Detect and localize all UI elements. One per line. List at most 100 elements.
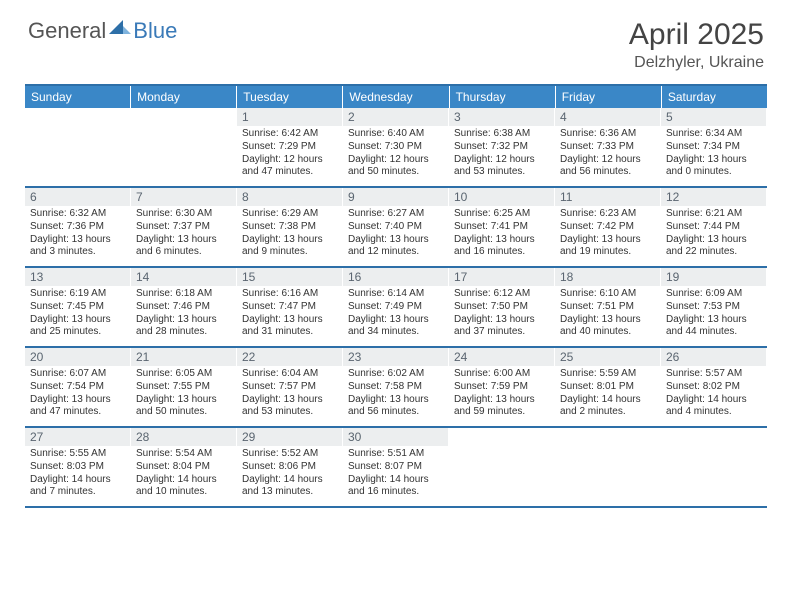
day-body: Sunrise: 6:09 AMSunset: 7:53 PMDaylight:… <box>661 286 766 343</box>
week-row: 20Sunrise: 6:07 AMSunset: 7:54 PMDayligh… <box>25 348 767 428</box>
day-body: Sunrise: 6:29 AMSunset: 7:38 PMDaylight:… <box>237 206 342 263</box>
day-body: Sunrise: 5:54 AMSunset: 8:04 PMDaylight:… <box>131 446 236 503</box>
week-row: 27Sunrise: 5:55 AMSunset: 8:03 PMDayligh… <box>25 428 767 508</box>
dow-header-row: SundayMondayTuesdayWednesdayThursdayFrid… <box>25 86 767 108</box>
day-cell: 15Sunrise: 6:16 AMSunset: 7:47 PMDayligh… <box>237 268 343 346</box>
location-label: Delzhyler, Ukraine <box>629 54 764 72</box>
day-cell: 4Sunrise: 6:36 AMSunset: 7:33 PMDaylight… <box>555 108 661 186</box>
dow-header-cell: Tuesday <box>237 86 343 108</box>
day-cell: 20Sunrise: 6:07 AMSunset: 7:54 PMDayligh… <box>25 348 131 426</box>
day-body: Sunrise: 6:23 AMSunset: 7:42 PMDaylight:… <box>555 206 660 263</box>
day-body: Sunrise: 6:42 AMSunset: 7:29 PMDaylight:… <box>237 126 342 183</box>
week-row: 1Sunrise: 6:42 AMSunset: 7:29 PMDaylight… <box>25 108 767 188</box>
day-body: Sunrise: 6:36 AMSunset: 7:33 PMDaylight:… <box>555 126 660 183</box>
day-body: Sunrise: 6:12 AMSunset: 7:50 PMDaylight:… <box>449 286 554 343</box>
month-title: April 2025 <box>629 18 764 52</box>
day-cell: 25Sunrise: 5:59 AMSunset: 8:01 PMDayligh… <box>555 348 661 426</box>
day-cell: 30Sunrise: 5:51 AMSunset: 8:07 PMDayligh… <box>343 428 449 506</box>
day-body: Sunrise: 6:16 AMSunset: 7:47 PMDaylight:… <box>237 286 342 343</box>
day-number: 28 <box>131 428 236 446</box>
day-cell: 13Sunrise: 6:19 AMSunset: 7:45 PMDayligh… <box>25 268 131 346</box>
brand-logo: General Blue <box>28 18 177 44</box>
day-cell: 5Sunrise: 6:34 AMSunset: 7:34 PMDaylight… <box>661 108 767 186</box>
day-body: Sunrise: 6:14 AMSunset: 7:49 PMDaylight:… <box>343 286 448 343</box>
day-cell: 21Sunrise: 6:05 AMSunset: 7:55 PMDayligh… <box>131 348 237 426</box>
dow-header-cell: Friday <box>556 86 662 108</box>
day-number: 23 <box>343 348 448 366</box>
day-number: 4 <box>555 108 660 126</box>
day-body: Sunrise: 6:18 AMSunset: 7:46 PMDaylight:… <box>131 286 236 343</box>
day-cell: 1Sunrise: 6:42 AMSunset: 7:29 PMDaylight… <box>237 108 343 186</box>
day-number: 6 <box>25 188 130 206</box>
day-number: 17 <box>449 268 554 286</box>
day-body: Sunrise: 6:32 AMSunset: 7:36 PMDaylight:… <box>25 206 130 263</box>
day-body: Sunrise: 6:38 AMSunset: 7:32 PMDaylight:… <box>449 126 554 183</box>
day-number: 13 <box>25 268 130 286</box>
title-block: April 2025 Delzhyler, Ukraine <box>629 18 764 72</box>
day-cell: 8Sunrise: 6:29 AMSunset: 7:38 PMDaylight… <box>237 188 343 266</box>
day-number: 22 <box>237 348 342 366</box>
day-number: 7 <box>131 188 236 206</box>
day-cell: 10Sunrise: 6:25 AMSunset: 7:41 PMDayligh… <box>449 188 555 266</box>
day-cell <box>131 108 237 186</box>
day-body: Sunrise: 6:21 AMSunset: 7:44 PMDaylight:… <box>661 206 766 263</box>
day-number: 1 <box>237 108 342 126</box>
day-number: 30 <box>343 428 448 446</box>
day-cell: 29Sunrise: 5:52 AMSunset: 8:06 PMDayligh… <box>237 428 343 506</box>
day-body: Sunrise: 5:57 AMSunset: 8:02 PMDaylight:… <box>661 366 766 423</box>
day-number: 8 <box>237 188 342 206</box>
day-cell: 7Sunrise: 6:30 AMSunset: 7:37 PMDaylight… <box>131 188 237 266</box>
day-cell <box>555 428 661 506</box>
dow-header-cell: Thursday <box>450 86 556 108</box>
day-cell: 14Sunrise: 6:18 AMSunset: 7:46 PMDayligh… <box>131 268 237 346</box>
day-body: Sunrise: 5:51 AMSunset: 8:07 PMDaylight:… <box>343 446 448 503</box>
day-cell: 2Sunrise: 6:40 AMSunset: 7:30 PMDaylight… <box>343 108 449 186</box>
day-number: 25 <box>555 348 660 366</box>
dow-header-cell: Monday <box>131 86 237 108</box>
day-body: Sunrise: 6:00 AMSunset: 7:59 PMDaylight:… <box>449 366 554 423</box>
day-body: Sunrise: 6:04 AMSunset: 7:57 PMDaylight:… <box>237 366 342 423</box>
weeks-container: 1Sunrise: 6:42 AMSunset: 7:29 PMDaylight… <box>25 108 767 508</box>
day-cell: 28Sunrise: 5:54 AMSunset: 8:04 PMDayligh… <box>131 428 237 506</box>
day-cell: 24Sunrise: 6:00 AMSunset: 7:59 PMDayligh… <box>449 348 555 426</box>
day-body: Sunrise: 5:52 AMSunset: 8:06 PMDaylight:… <box>237 446 342 503</box>
day-number: 3 <box>449 108 554 126</box>
day-cell: 22Sunrise: 6:04 AMSunset: 7:57 PMDayligh… <box>237 348 343 426</box>
day-body: Sunrise: 6:34 AMSunset: 7:34 PMDaylight:… <box>661 126 766 183</box>
day-cell <box>449 428 555 506</box>
day-cell: 3Sunrise: 6:38 AMSunset: 7:32 PMDaylight… <box>449 108 555 186</box>
day-body: Sunrise: 6:19 AMSunset: 7:45 PMDaylight:… <box>25 286 130 343</box>
brand-part1: General <box>28 18 106 44</box>
day-cell: 27Sunrise: 5:55 AMSunset: 8:03 PMDayligh… <box>25 428 131 506</box>
day-number: 14 <box>131 268 236 286</box>
calendar-table: SundayMondayTuesdayWednesdayThursdayFrid… <box>25 84 767 508</box>
day-body: Sunrise: 6:05 AMSunset: 7:55 PMDaylight:… <box>131 366 236 423</box>
day-number: 20 <box>25 348 130 366</box>
day-number: 21 <box>131 348 236 366</box>
day-cell: 9Sunrise: 6:27 AMSunset: 7:40 PMDaylight… <box>343 188 449 266</box>
week-row: 13Sunrise: 6:19 AMSunset: 7:45 PMDayligh… <box>25 268 767 348</box>
day-number: 18 <box>555 268 660 286</box>
day-cell: 26Sunrise: 5:57 AMSunset: 8:02 PMDayligh… <box>661 348 767 426</box>
day-cell <box>661 428 767 506</box>
day-number: 16 <box>343 268 448 286</box>
day-cell: 18Sunrise: 6:10 AMSunset: 7:51 PMDayligh… <box>555 268 661 346</box>
day-body: Sunrise: 6:25 AMSunset: 7:41 PMDaylight:… <box>449 206 554 263</box>
week-row: 6Sunrise: 6:32 AMSunset: 7:36 PMDaylight… <box>25 188 767 268</box>
dow-header-cell: Sunday <box>25 86 131 108</box>
brand-part2: Blue <box>133 18 177 44</box>
day-number: 9 <box>343 188 448 206</box>
day-cell: 17Sunrise: 6:12 AMSunset: 7:50 PMDayligh… <box>449 268 555 346</box>
day-number: 15 <box>237 268 342 286</box>
day-cell: 6Sunrise: 6:32 AMSunset: 7:36 PMDaylight… <box>25 188 131 266</box>
day-number: 24 <box>449 348 554 366</box>
day-number: 2 <box>343 108 448 126</box>
day-number: 10 <box>449 188 554 206</box>
day-cell: 23Sunrise: 6:02 AMSunset: 7:58 PMDayligh… <box>343 348 449 426</box>
day-number: 12 <box>661 188 766 206</box>
day-cell <box>25 108 131 186</box>
day-number: 26 <box>661 348 766 366</box>
day-body: Sunrise: 6:40 AMSunset: 7:30 PMDaylight:… <box>343 126 448 183</box>
day-number: 5 <box>661 108 766 126</box>
day-body: Sunrise: 6:30 AMSunset: 7:37 PMDaylight:… <box>131 206 236 263</box>
